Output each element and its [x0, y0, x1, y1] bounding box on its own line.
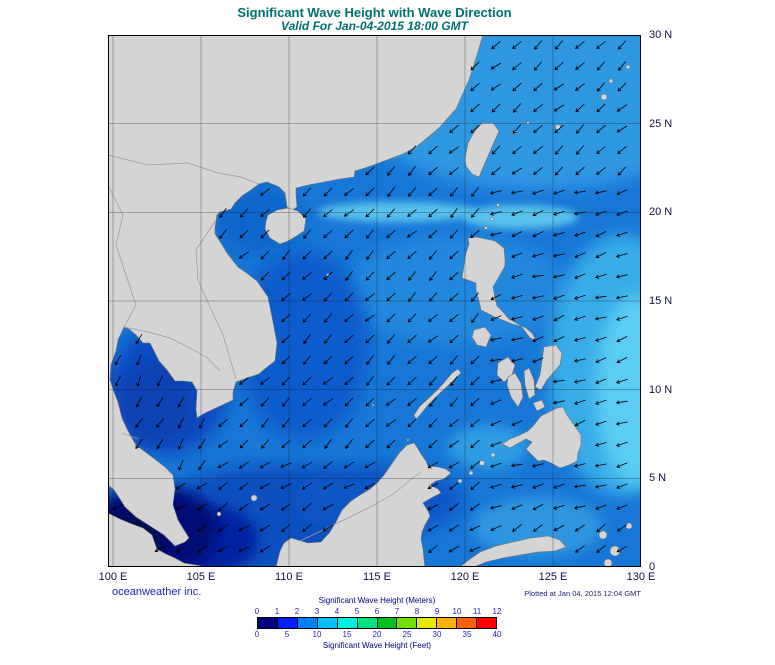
legend-color-cell: [477, 618, 497, 628]
legend-meters-tick: 5: [354, 607, 360, 616]
landmass: [108, 35, 582, 567]
legend-meters-tick: 3: [314, 607, 320, 616]
legend-feet-tick: 5: [284, 630, 290, 639]
legend-meters-tick: 0: [254, 607, 260, 616]
legend-color-cell: [258, 618, 278, 628]
legend-color-cell: [437, 618, 458, 628]
lon-tick-label: 125 E: [538, 571, 568, 583]
legend-meters-tick: 9: [434, 607, 440, 616]
lon-tick-label: 105 E: [186, 571, 216, 583]
legend-feet-title: Significant Wave Height (Feet): [322, 641, 432, 650]
legend-color-cell: [277, 618, 298, 628]
lon-tick-label: 100 E: [98, 571, 128, 583]
legend-feet-tick: 35: [462, 630, 472, 639]
legend-meters-tick: 8: [414, 607, 420, 616]
legend-meters-tick: 11: [472, 607, 482, 616]
lon-tick-label: 120 E: [450, 571, 480, 583]
legend-color-cell: [417, 618, 438, 628]
chart-subtitle: Valid For Jan-04-2015 18:00 GMT: [281, 19, 468, 33]
legend-feet-tick: 0: [254, 630, 260, 639]
legend-color-cell: [317, 618, 338, 628]
legend-feet-tick: 15: [342, 630, 352, 639]
lat-tick-label: 20 N: [649, 206, 673, 219]
lat-tick-label: 30 N: [649, 29, 673, 41]
legend-color-cell: [457, 618, 478, 628]
lat-tick-label: 25 N: [649, 117, 673, 130]
plot-timestamp: Plotted at Jan 04, 2015 12:04 GMT: [524, 589, 641, 598]
legend-feet-tick: 25: [402, 630, 412, 639]
legend-feet-tick: 10: [312, 630, 322, 639]
lat-tick-label: 10 N: [649, 383, 673, 396]
legend-meters-tick: 12: [492, 607, 502, 616]
legend-color-cell: [377, 618, 398, 628]
country-borders: [108, 154, 422, 542]
credit-text: oceanweather inc.: [112, 586, 202, 598]
legend-meters-tick: 1: [274, 607, 280, 616]
legend-color-cell: [397, 618, 418, 628]
legend-meters-title: Significant Wave Height (Meters): [318, 596, 436, 605]
lon-tick-label: 110 E: [275, 571, 303, 583]
wave-height-map: [108, 35, 641, 567]
chart-title: Significant Wave Height with Wave Direct…: [237, 5, 512, 20]
legend-meters-tick: 10: [452, 607, 462, 616]
legend-meters-tick: 6: [374, 607, 380, 616]
lat-tick-label: 0: [649, 561, 656, 573]
legend-feet-tick: 30: [432, 630, 442, 639]
lon-tick-label: 130 E: [626, 571, 656, 583]
legend-meters-tick: 7: [394, 607, 400, 616]
legend-meters-ticks: 0 1 2 3 4 5 6 7 8 9 10 11 12: [254, 607, 502, 617]
legend-feet-tick: 20: [372, 630, 382, 639]
map-frame: [108, 35, 641, 567]
lon-tick-label: 115 E: [363, 571, 391, 583]
legend-color-cell: [297, 618, 318, 628]
legend-color-cell: [357, 618, 378, 628]
legend-meters-tick: 2: [294, 607, 300, 616]
legend-color-cell: [337, 618, 358, 628]
legend-feet-ticks: 0 5 10 15 20 25 30 35 40: [254, 630, 502, 640]
lat-tick-label: 15 N: [649, 295, 673, 307]
legend-colorbar: [257, 617, 497, 629]
lat-tick-label: 5 N: [649, 472, 667, 485]
legend-meters-tick: 4: [334, 607, 340, 616]
legend-feet-tick: 40: [492, 630, 502, 639]
wave-direction-arrows: [112, 40, 628, 553]
